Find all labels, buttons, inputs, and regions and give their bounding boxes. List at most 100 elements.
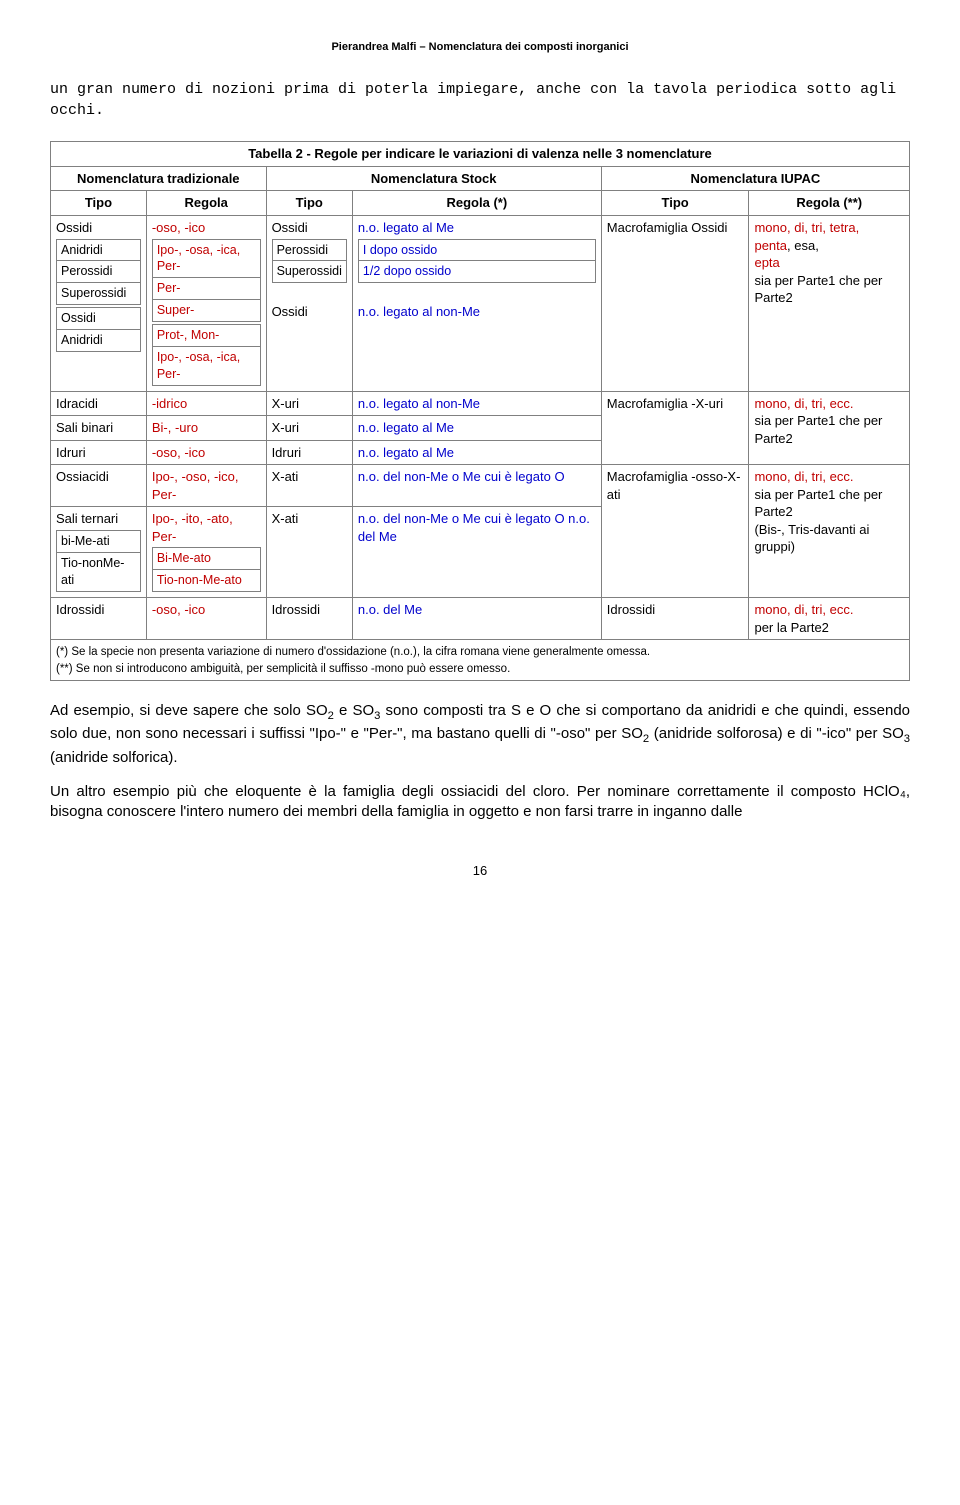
r1-c3-i1: Superossidi [272, 261, 346, 283]
page-number: 16 [50, 862, 910, 880]
r4-c1: Idrossidi [51, 598, 147, 640]
r1-c2-top: -oso, -ico [152, 220, 205, 235]
r1-c6-l1: mono, di, tri, tetra, [754, 220, 859, 235]
r1-c1b-inner: Ossidi Anidridi [56, 307, 141, 352]
r3-c6c: (Bis-, Tris-davanti ai gruppi) [754, 522, 869, 555]
r1-c3-label: Ossidi [272, 220, 308, 235]
p1b: e SO [334, 702, 374, 719]
r1-c3-label2: Ossidi [272, 304, 308, 319]
r2a-c3: X-uri [266, 391, 352, 416]
col-regola1: Regola [146, 191, 266, 216]
r1-c6-l3: sia per Parte1 che per Parte2 [754, 273, 882, 306]
r1-c6-l2b: , esa, [787, 238, 819, 253]
r1-c2: -oso, -ico Ipo-, -osa, -ica, Per- Per- S… [146, 215, 266, 391]
col-tipo1: Tipo [51, 191, 147, 216]
r4-c6b: per la Parte2 [754, 620, 828, 635]
r2-c6b: sia per Parte1 che per Parte2 [754, 413, 882, 446]
r3a-c1: Ossiacidi [51, 465, 147, 507]
r4-c5: Idrossidi [601, 598, 749, 640]
col-tipo2: Tipo [266, 191, 352, 216]
r2c-c4: n.o. legato al Me [352, 440, 601, 465]
r2a-c1: Idracidi [51, 391, 147, 416]
r3-c6b: sia per Parte1 che per Parte2 [754, 487, 882, 520]
r1-c2-i5: Ipo-, -osa, -ica, Per- [152, 346, 260, 385]
r1-c6: mono, di, tri, tetra, penta, esa, epta s… [749, 215, 910, 391]
r2b-c4: n.o. legato al Me [352, 416, 601, 441]
footnote1: (*) Se la specie non presenta variazione… [56, 645, 904, 660]
r1-c1b-i0: Ossidi [57, 308, 141, 330]
r2a-c2: -idrico [146, 391, 266, 416]
intro-para: un gran numero di nozioni prima di poter… [50, 79, 910, 122]
r1-c1-i0: Anidridi [57, 239, 141, 261]
r1-c1-inner: Anidridi Perossidi Superossidi [56, 239, 141, 306]
p1a: Ad esempio, si deve sapere che solo SO [50, 702, 328, 719]
r1-c2-inner2: Prot-, Mon- Ipo-, -osa, -ica, Per- [152, 324, 261, 386]
r3b-c2-inner: Bi-Me-ato Tio-non-Me-ato [152, 547, 261, 592]
r1-c1: Ossidi Anidridi Perossidi Superossidi Os… [51, 215, 147, 391]
r1-c6-l2c: epta [754, 255, 779, 270]
r1-c5: Macrofamiglia Ossidi [601, 215, 749, 391]
r3b-c2-i1: Bi-Me-ato [152, 548, 260, 570]
r3b-c2-i2: Tio-non-Me-ato [152, 570, 260, 592]
r3b-c4: n.o. del non-Me o Me cui è legato O n.o.… [352, 507, 601, 598]
r4-c6: mono, di, tri, ecc. per la Parte2 [749, 598, 910, 640]
hdr-stock: Nomenclatura Stock [266, 166, 601, 191]
r1-c1-i2: Superossidi [57, 283, 141, 305]
r2-c6: mono, di, tri, ecc. sia per Parte1 che p… [749, 391, 910, 465]
r1-c4-bot: n.o. legato al non-Me [358, 304, 480, 319]
r3-c6a: mono, di, tri, ecc. [754, 469, 853, 484]
col-tipo3: Tipo [601, 191, 749, 216]
r3a-c4: n.o. del non-Me o Me cui è legato O [352, 465, 601, 507]
r1-c3: Ossidi Perossidi Superossidi Ossidi [266, 215, 352, 391]
r1-c4: n.o. legato al Me I dopo ossido 1/2 dopo… [352, 215, 601, 391]
r3b-c1-inner: bi-Me-ati Tio-nonMe-ati [56, 530, 141, 592]
r1-c4-i2: 1/2 dopo ossido [358, 261, 595, 283]
hdr-iupac: Nomenclatura IUPAC [601, 166, 909, 191]
r3b-c3: X-ati [266, 507, 352, 598]
header-author: Pierandrea Malfi – Nomenclatura dei comp… [50, 40, 910, 55]
r3b-c1-i2: Tio-nonMe-ati [57, 552, 141, 591]
footnote2: (**) Se non si introducono ambiguità, pe… [56, 662, 904, 677]
r1-c1-label: Ossidi [56, 220, 92, 235]
r1-c2-i4: Prot-, Mon- [152, 325, 260, 347]
r1-c6-l2a: penta [754, 238, 787, 253]
p1d: (anidride solforosa) e di "-ico" per SO [649, 725, 904, 742]
r2a-c4: n.o. legato al non-Me [352, 391, 601, 416]
r1-c1b-i1: Anidridi [57, 330, 141, 352]
p1e: (anidride solforica). [50, 749, 178, 766]
r2c-c3: Idruri [266, 440, 352, 465]
para-2: Un altro esempio più che eloquente è la … [50, 782, 910, 823]
r4-c2: -oso, -ico [146, 598, 266, 640]
para-1: Ad esempio, si deve sapere che solo SO2 … [50, 701, 910, 768]
r2b-c3: X-uri [266, 416, 352, 441]
main-table: Tabella 2 - Regole per indicare le varia… [50, 141, 910, 681]
r2c-c1: Idruri [51, 440, 147, 465]
r1-c3-inner: Perossidi Superossidi [272, 239, 347, 284]
r3-c6: mono, di, tri, ecc. sia per Parte1 che p… [749, 465, 910, 598]
r3b-c2: Ipo-, -ito, -ato, Per- Bi-Me-ato Tio-non… [146, 507, 266, 598]
footnotes-cell: (*) Se la specie non presenta variazione… [51, 640, 910, 681]
hdr-trad: Nomenclatura tradizionale [51, 166, 267, 191]
table-title: Tabella 2 - Regole per indicare le varia… [51, 142, 910, 167]
r2b-c1: Sali binari [51, 416, 147, 441]
r3a-c3: X-ati [266, 465, 352, 507]
r3a-c2: Ipo-, -oso, -ico, Per- [146, 465, 266, 507]
r1-c2-i3: Super- [152, 300, 260, 322]
col-regola3: Regola (**) [749, 191, 910, 216]
r1-c4-top: n.o. legato al Me [358, 220, 454, 235]
r1-c2-inner: Ipo-, -osa, -ica, Per- Per- Super- [152, 239, 261, 323]
r4-c4: n.o. del Me [352, 598, 601, 640]
r2c-c2: -oso, -ico [146, 440, 266, 465]
r2-c6a: mono, di, tri, ecc. [754, 396, 853, 411]
r1-c2-i2: Per- [152, 278, 260, 300]
r4-c3: Idrossidi [266, 598, 352, 640]
r4-c6a: mono, di, tri, ecc. [754, 602, 853, 617]
r3b-c1-i1: bi-Me-ati [57, 530, 141, 552]
r3b-c2-top: Ipo-, -ito, -ato, Per- [152, 511, 233, 544]
col-regola2: Regola (*) [352, 191, 601, 216]
r3b-c1: Sali ternari bi-Me-ati Tio-nonMe-ati [51, 507, 147, 598]
r2b-c2: Bi-, -uro [146, 416, 266, 441]
r1-c4-inner: I dopo ossido 1/2 dopo ossido [358, 239, 596, 284]
r2-c5: Macrofamiglia -X-uri [601, 391, 749, 465]
r1-c4-i1: I dopo ossido [358, 239, 595, 261]
